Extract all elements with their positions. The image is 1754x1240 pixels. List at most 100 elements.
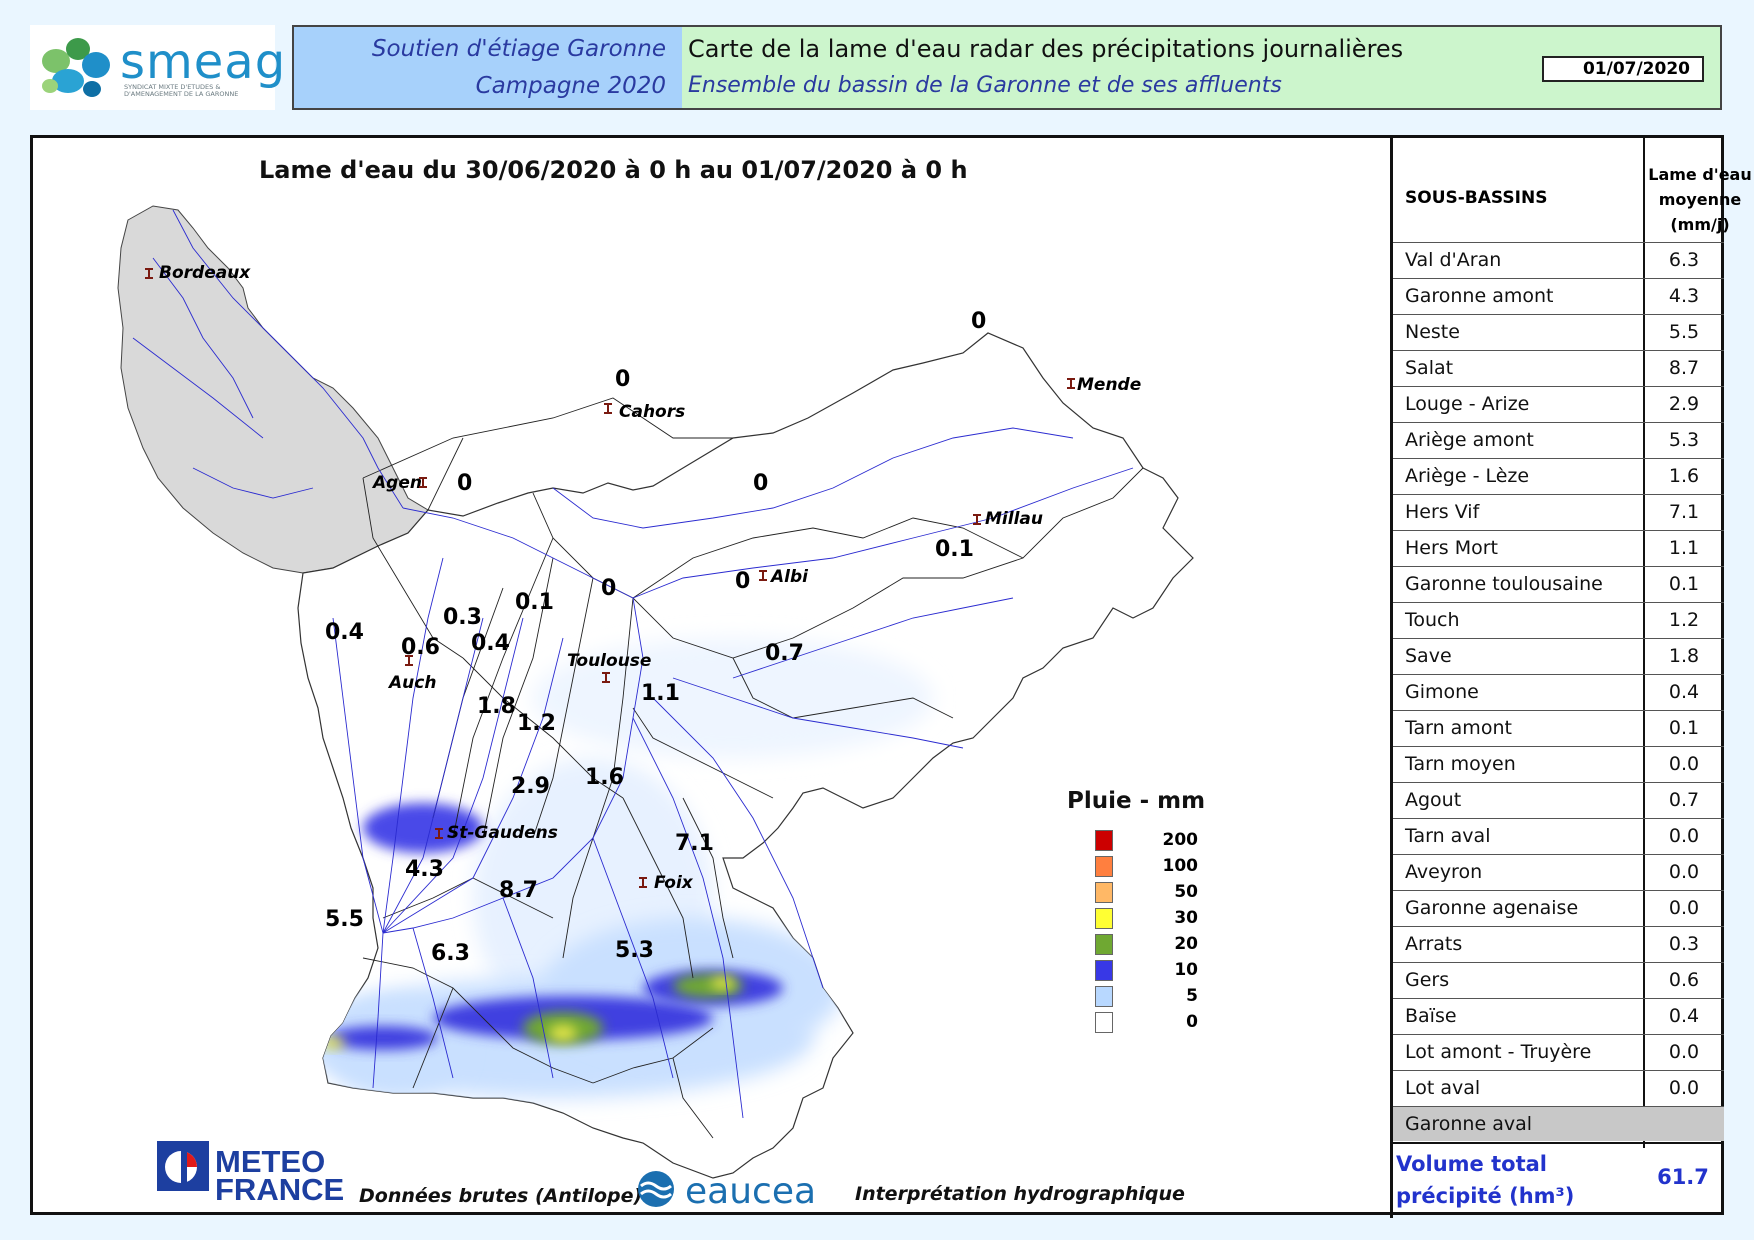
value-tarn-amont: 0.1 bbox=[935, 537, 974, 562]
subbasin-name: Aveyron bbox=[1405, 861, 1483, 883]
svg-text:Toulouse: Toulouse bbox=[567, 651, 651, 671]
subbasin-name: Tarn amont bbox=[1405, 717, 1512, 739]
value-hers-vif: 7.1 bbox=[675, 831, 714, 856]
subbasin-name: Hers Mort bbox=[1405, 537, 1499, 559]
table-row: Garonne aval bbox=[1393, 1106, 1724, 1141]
subbasin-value: 0.6 bbox=[1668, 969, 1700, 991]
legend-label-20: 20 bbox=[1174, 934, 1198, 954]
subbasin-name: Salat bbox=[1405, 357, 1454, 379]
subbasin-name: Save bbox=[1405, 645, 1452, 667]
value-tarn-moyen: 0 bbox=[735, 569, 750, 594]
interpretation-credit: Interprétation hydrographique bbox=[855, 1183, 1185, 1205]
subbasin-value: 0.1 bbox=[1668, 573, 1700, 595]
table-row: Tarn moyen 0.0 bbox=[1393, 746, 1724, 781]
table-row: Lot amont - Truyère 0.0 bbox=[1393, 1034, 1724, 1069]
subbasin-name: Touch bbox=[1405, 609, 1460, 631]
value-lot-amont: 0 bbox=[971, 309, 986, 334]
value-salat: 8.7 bbox=[499, 878, 538, 903]
city-st-gaudens: St-Gaudens bbox=[435, 823, 558, 843]
campaign-year: Campagne 2020 bbox=[475, 73, 666, 99]
subbasin-value: 0.4 bbox=[1668, 681, 1700, 703]
smeag-logo-icon bbox=[42, 38, 110, 97]
value-neste: 5.5 bbox=[325, 907, 364, 932]
city-bordeaux: Bordeaux bbox=[145, 263, 251, 283]
value-gimone: 0.4 bbox=[471, 631, 510, 656]
legend-swatch-100 bbox=[1095, 856, 1113, 877]
value-ariege-amont: 5.3 bbox=[615, 938, 654, 963]
eaucea-logo: eaucea bbox=[685, 1171, 817, 1212]
legend-swatch-30 bbox=[1095, 908, 1113, 929]
legend-swatch-10 bbox=[1095, 960, 1113, 981]
legend-label-30: 30 bbox=[1174, 908, 1198, 928]
table-row: Louge - Arize 2.9 bbox=[1393, 386, 1724, 421]
legend-swatch-200 bbox=[1095, 830, 1113, 851]
city-foix: Foix bbox=[639, 873, 694, 893]
table-row: Touch 1.2 bbox=[1393, 602, 1724, 637]
subbasin-name: Garonne amont bbox=[1405, 285, 1554, 307]
date-badge: 01/07/2020 bbox=[1542, 56, 1704, 82]
svg-text:Albi: Albi bbox=[769, 567, 809, 587]
value-val-d-aran: 6.3 bbox=[431, 941, 470, 966]
table-row: Neste 5.5 bbox=[1393, 314, 1724, 349]
subbasin-name: Neste bbox=[1405, 321, 1460, 343]
subbasin-value: 0.3 bbox=[1668, 933, 1700, 955]
legend-label-200: 200 bbox=[1162, 830, 1199, 850]
basin-garonne-aval bbox=[117, 205, 429, 574]
meteo-france-line2: FRANCE bbox=[215, 1172, 345, 1207]
table-row: Gimone 0.4 bbox=[1393, 674, 1724, 709]
svg-text:Auch: Auch bbox=[387, 673, 436, 693]
legend-swatch-50 bbox=[1095, 882, 1113, 903]
subbasin-name: Hers Vif bbox=[1405, 501, 1480, 523]
rivers bbox=[132, 209, 1134, 1119]
subbasin-name: Tarn aval bbox=[1405, 825, 1491, 847]
subbasin-value: 0.0 bbox=[1668, 861, 1700, 883]
subbasin-value: 0.1 bbox=[1668, 717, 1700, 739]
table-row: Hers Mort 1.1 bbox=[1393, 530, 1724, 565]
banner-left-panel: Soutien d'étiage Garonne Campagne 2020 bbox=[294, 27, 682, 108]
subbasin-value: 0.7 bbox=[1668, 789, 1700, 811]
meteo-france-line1: METEO bbox=[215, 1144, 326, 1179]
subbasin-value: 0.4 bbox=[1668, 1005, 1700, 1027]
svg-text:Mende: Mende bbox=[1077, 375, 1141, 395]
city-auch: Auch bbox=[387, 655, 436, 693]
city-millau: Millau bbox=[973, 509, 1043, 529]
city-agen: Agen bbox=[371, 473, 427, 493]
map-main-title: Carte de la lame d'eau radar des précipi… bbox=[688, 35, 1404, 63]
basin-map: 0 0 0 0 0.1 0 0 0.7 0.4 0.6 0.3 0.1 0.4 … bbox=[117, 205, 1194, 1179]
subbasin-name: Ariège - Lèze bbox=[1405, 465, 1530, 487]
total-volume-value: 61.7 bbox=[1657, 1165, 1709, 1189]
table-row: Agout 0.7 bbox=[1393, 782, 1724, 817]
subbasin-value: 5.3 bbox=[1668, 429, 1700, 451]
value-garonne-amont: 4.3 bbox=[405, 857, 444, 882]
subbasin-name: Garonne aval bbox=[1405, 1113, 1533, 1135]
table-row: Arrats 0.3 bbox=[1393, 926, 1724, 961]
table-row: Garonne agenaise 0.0 bbox=[1393, 890, 1724, 925]
legend-swatch-20 bbox=[1095, 934, 1113, 955]
subbasin-name: Lot amont - Truyère bbox=[1405, 1041, 1592, 1063]
subbasin-value: 8.7 bbox=[1668, 357, 1700, 379]
campaign-title: Soutien d'étiage Garonne bbox=[371, 36, 666, 62]
subbasin-name: Baïse bbox=[1405, 1005, 1457, 1027]
value-touch: 1.2 bbox=[517, 711, 556, 736]
value-arrats: 0.3 bbox=[443, 605, 482, 630]
subbasin-value: 0.0 bbox=[1668, 825, 1700, 847]
subbasin-name: Ariège amont bbox=[1405, 429, 1534, 451]
table-row: Tarn amont 0.1 bbox=[1393, 710, 1724, 745]
legend-label-50: 50 bbox=[1174, 882, 1198, 902]
header-banner: Soutien d'étiage Garonne Campagne 2020 C… bbox=[292, 25, 1722, 110]
table-divider bbox=[1393, 1142, 1724, 1144]
city-mende: Mende bbox=[1067, 375, 1141, 395]
value-aveyron: 0 bbox=[753, 471, 768, 496]
svg-text:Agen: Agen bbox=[371, 473, 422, 493]
table-header-rainfall: Lame d'eau moyenne (mm/j) bbox=[1648, 165, 1752, 234]
city-cahors: Cahors bbox=[604, 402, 685, 422]
table-row: Ariège - Lèze 1.6 bbox=[1393, 458, 1724, 493]
legend-label-10: 10 bbox=[1174, 960, 1198, 980]
table-row: Aveyron 0.0 bbox=[1393, 854, 1724, 889]
subbasin-value: 6.3 bbox=[1668, 249, 1700, 271]
svg-text:Millau: Millau bbox=[985, 509, 1043, 529]
table-row: Baïse 0.4 bbox=[1393, 998, 1724, 1033]
subbasin-value: 0.0 bbox=[1668, 897, 1700, 919]
svg-text:Foix: Foix bbox=[654, 873, 694, 893]
subbasin-name: Agout bbox=[1405, 789, 1462, 811]
